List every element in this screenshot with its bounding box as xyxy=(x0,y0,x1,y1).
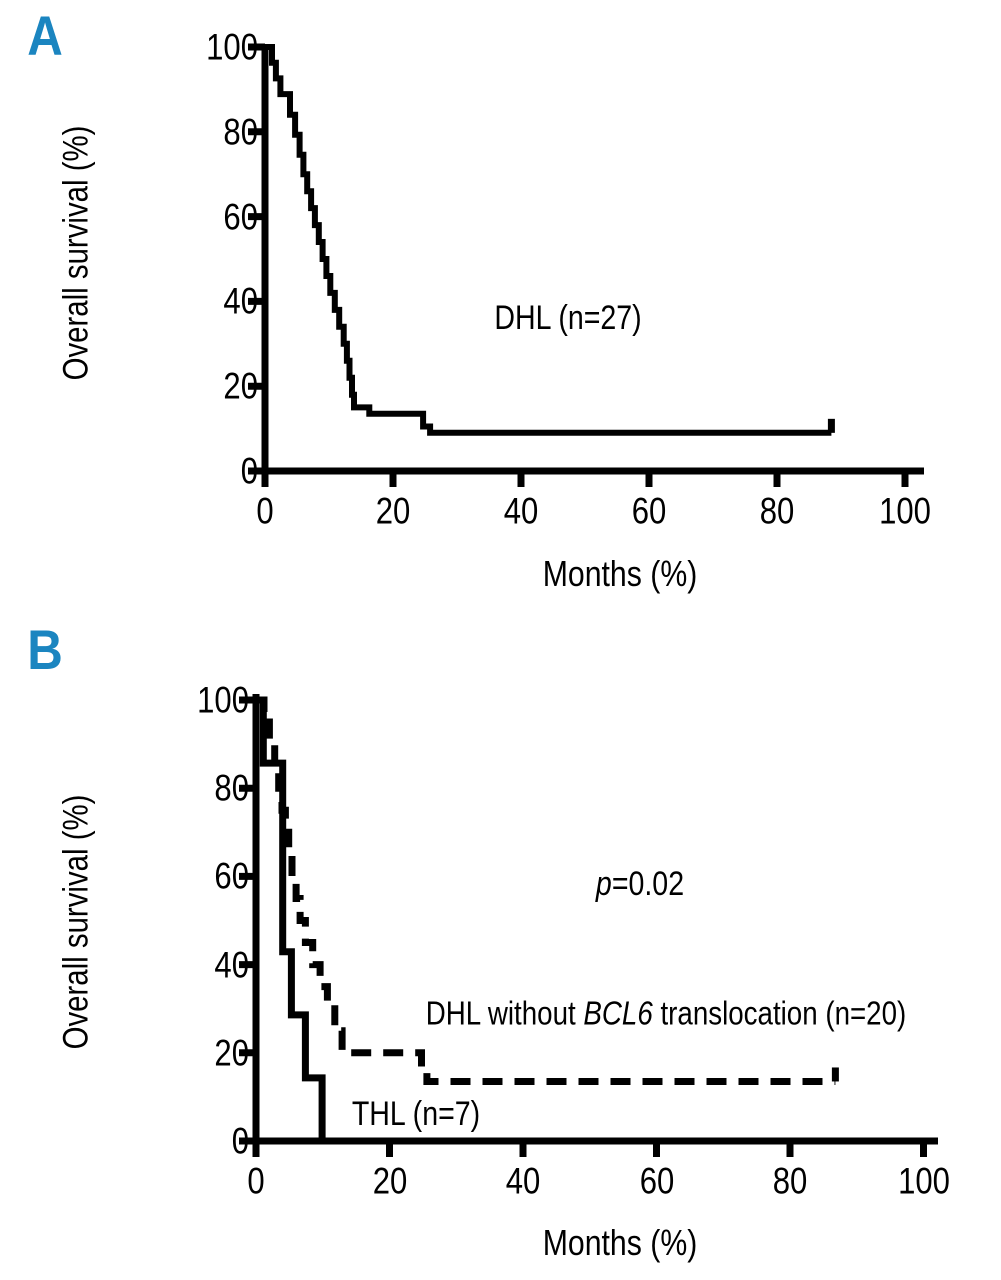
y-tick-label: 80 xyxy=(214,767,249,809)
x-tick-label: 20 xyxy=(372,1160,407,1202)
survival-curve-solid xyxy=(256,696,326,1141)
x-tick-label: 80 xyxy=(772,1160,808,1202)
x-tick-label: 80 xyxy=(759,490,795,532)
legend-dashed-text-post: translocation (n=20) xyxy=(652,994,907,1032)
panel-a-y-axis-label: Overall survival (%) xyxy=(56,125,96,381)
pvalue-number: =0.02 xyxy=(611,865,685,903)
y-tick-label: 40 xyxy=(223,280,258,322)
y-tick-label: 20 xyxy=(223,365,258,407)
pvalue-italic-p: p xyxy=(595,865,612,903)
panel-b-pvalue-annotation: p=0.02 xyxy=(596,867,684,901)
y-tick-label: 80 xyxy=(223,111,258,153)
y-tick-label: 100 xyxy=(197,679,249,721)
y-tick-label: 100 xyxy=(206,26,258,68)
panel-b-legend-solid-thl: THL (n=7) xyxy=(351,1095,481,1133)
y-tick-label: 0 xyxy=(231,1120,249,1162)
x-tick-label: 0 xyxy=(256,490,274,532)
panel-a-x-axis-label: Months (%) xyxy=(542,553,698,594)
legend-dashed-text-pre: DHL without xyxy=(425,994,584,1032)
y-tick-label: 60 xyxy=(214,855,249,897)
x-tick-label: 0 xyxy=(247,1160,265,1202)
panel-a-series-label-dhl: DHL (n=27) xyxy=(494,299,642,337)
y-tick-label: 20 xyxy=(214,1032,249,1074)
x-tick-label: 40 xyxy=(505,1160,541,1202)
survival-curve-dashed xyxy=(256,696,836,1085)
panel-a-letter: A xyxy=(27,4,63,67)
y-tick-label: 60 xyxy=(223,196,258,238)
x-tick-label: 100 xyxy=(879,490,931,532)
survival-curve-solid xyxy=(265,44,832,436)
y-tick-label: 40 xyxy=(214,944,249,986)
panel-b-legend-dashed-dhl: DHL without BCL6 translocation (n=20) xyxy=(426,997,906,1030)
panel-b-y-axis-label: Overall survival (%) xyxy=(56,794,96,1050)
x-tick-label: 60 xyxy=(631,490,667,532)
y-tick-label: 0 xyxy=(240,450,258,492)
x-tick-label: 40 xyxy=(503,490,539,532)
legend-dashed-gene-bcl6: BCL6 xyxy=(583,994,653,1032)
panel-b-x-axis-label: Months (%) xyxy=(542,1222,698,1263)
x-tick-label: 20 xyxy=(375,490,411,532)
panel-b-letter: B xyxy=(27,618,63,681)
x-tick-label: 60 xyxy=(639,1160,674,1202)
x-tick-label: 100 xyxy=(897,1160,950,1202)
